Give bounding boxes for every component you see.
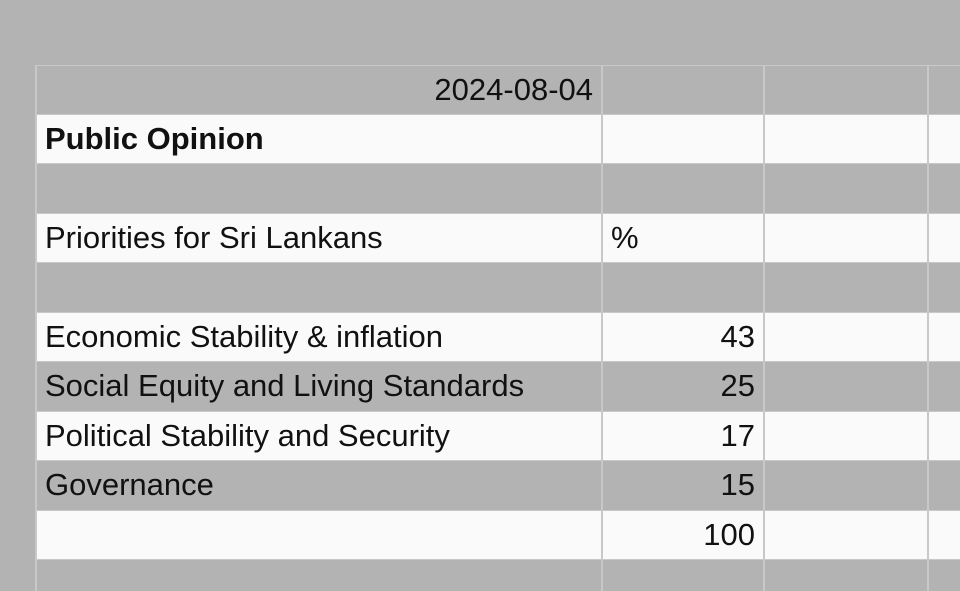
- sheet-row-date: 2024-08-04: [35, 65, 960, 115]
- date-cell[interactable]: 2024-08-04: [35, 66, 603, 114]
- priority-label-cell[interactable]: Social Equity and Living Standards: [35, 362, 603, 411]
- sheet-row-blank: [35, 560, 960, 591]
- title-cell[interactable]: Public Opinion: [35, 114, 603, 163]
- empty-cell[interactable]: [765, 411, 929, 460]
- empty-cell[interactable]: [765, 66, 929, 114]
- empty-cell[interactable]: [35, 510, 603, 559]
- priority-label-cell[interactable]: Economic Stability & inflation: [35, 312, 603, 361]
- empty-cell[interactable]: [765, 263, 929, 312]
- empty-cell[interactable]: [929, 560, 960, 591]
- empty-cell[interactable]: [603, 560, 765, 591]
- table-row: Economic Stability & inflation 43: [35, 312, 960, 362]
- total-row: 100: [35, 510, 960, 560]
- priority-value-cell[interactable]: 25: [603, 362, 765, 411]
- empty-cell[interactable]: [929, 263, 960, 312]
- empty-cell[interactable]: [35, 164, 603, 213]
- empty-cell[interactable]: [765, 362, 929, 411]
- priority-value-cell[interactable]: 15: [603, 461, 765, 510]
- empty-cell[interactable]: [929, 313, 960, 362]
- empty-cell[interactable]: [765, 461, 929, 510]
- total-value-cell[interactable]: 100: [603, 510, 765, 559]
- empty-cell[interactable]: [603, 164, 765, 213]
- sheet-row-title: Public Opinion: [35, 114, 960, 164]
- priority-label-cell[interactable]: Political Stability and Security: [35, 411, 603, 460]
- sheet-row-header: Priorities for Sri Lankans %: [35, 213, 960, 263]
- header-unit-cell[interactable]: %: [603, 213, 765, 262]
- table-row: Social Equity and Living Standards 25: [35, 362, 960, 412]
- empty-cell[interactable]: [929, 66, 960, 114]
- empty-cell[interactable]: [765, 213, 929, 262]
- empty-cell[interactable]: [603, 114, 765, 163]
- empty-cell[interactable]: [765, 164, 929, 213]
- table-row: Governance 15: [35, 461, 960, 511]
- empty-cell[interactable]: [929, 362, 960, 411]
- empty-cell[interactable]: [929, 412, 960, 461]
- sheet-row-blank: [35, 263, 960, 313]
- empty-cell[interactable]: [765, 510, 929, 559]
- empty-cell[interactable]: [929, 461, 960, 510]
- sheet-row-blank: [35, 164, 960, 214]
- priority-value-cell[interactable]: 43: [603, 312, 765, 361]
- spreadsheet-grid: 2024-08-04 Public Opinion Priorities for…: [35, 65, 960, 591]
- empty-cell[interactable]: [929, 214, 960, 263]
- table-row: Political Stability and Security 17: [35, 411, 960, 461]
- empty-cell[interactable]: [765, 114, 929, 163]
- empty-cell[interactable]: [929, 511, 960, 560]
- header-label-cell[interactable]: Priorities for Sri Lankans: [35, 213, 603, 262]
- empty-cell[interactable]: [765, 560, 929, 591]
- empty-cell[interactable]: [603, 66, 765, 114]
- empty-cell[interactable]: [603, 263, 765, 312]
- priority-value-cell[interactable]: 17: [603, 411, 765, 460]
- empty-cell[interactable]: [929, 164, 960, 213]
- empty-cell[interactable]: [765, 312, 929, 361]
- priority-label-cell[interactable]: Governance: [35, 461, 603, 510]
- empty-cell[interactable]: [35, 263, 603, 312]
- empty-cell[interactable]: [929, 115, 960, 164]
- empty-cell[interactable]: [35, 560, 603, 591]
